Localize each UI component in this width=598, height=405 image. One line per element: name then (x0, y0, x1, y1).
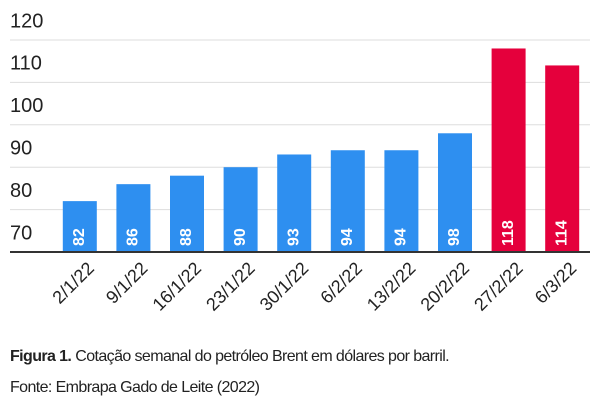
bar (491, 48, 526, 253)
value-label: 90 (232, 228, 249, 246)
caption: Figura 1. Cotação semanal do petróleo Bre… (10, 348, 449, 365)
value-label: 88 (178, 228, 195, 246)
x-tick-label: 16/1/22 (149, 258, 206, 315)
bar (223, 167, 258, 252)
bar (330, 150, 365, 252)
x-tick-label: 6/3/22 (531, 258, 581, 308)
value-label: 98 (446, 228, 463, 246)
bar (277, 154, 312, 252)
value-label: 93 (285, 228, 302, 246)
bar (384, 150, 419, 252)
bar (438, 133, 472, 252)
bar (62, 201, 97, 252)
x-tick-label: 6/2/22 (316, 258, 366, 308)
value-label: 82 (71, 228, 88, 246)
value-label: 114 (553, 220, 570, 246)
caption-text: Cotação semanal do petróleo Brent em dól… (75, 348, 449, 365)
x-tick-label: 23/1/22 (202, 258, 259, 315)
value-label: 94 (393, 228, 410, 246)
y-tick-label: 100 (10, 95, 43, 117)
y-tick-label: 120 (10, 10, 43, 32)
y-tick-label: 90 (10, 137, 32, 159)
value-label: 86 (125, 228, 142, 246)
caption-label: Figura 1. (10, 348, 71, 365)
y-tick-label: 70 (10, 222, 32, 244)
y-tick-label: 80 (10, 180, 32, 202)
x-tick-label: 30/1/22 (256, 258, 313, 315)
bar (116, 184, 151, 252)
bar (170, 175, 204, 252)
x-tick-label: 27/2/22 (470, 258, 527, 315)
bar (545, 65, 580, 252)
x-tick-label: 20/2/22 (417, 258, 474, 315)
x-tick-label: 2/1/22 (48, 258, 98, 308)
y-tick-label: 110 (10, 53, 42, 75)
x-tick-label: 13/2/22 (363, 258, 420, 315)
value-label: 118 (500, 220, 517, 246)
source: Fonte: Embrapa Gado de Leite (2022) (10, 379, 260, 396)
value-label: 94 (339, 228, 356, 246)
x-tick-label: 9/1/22 (102, 258, 152, 308)
